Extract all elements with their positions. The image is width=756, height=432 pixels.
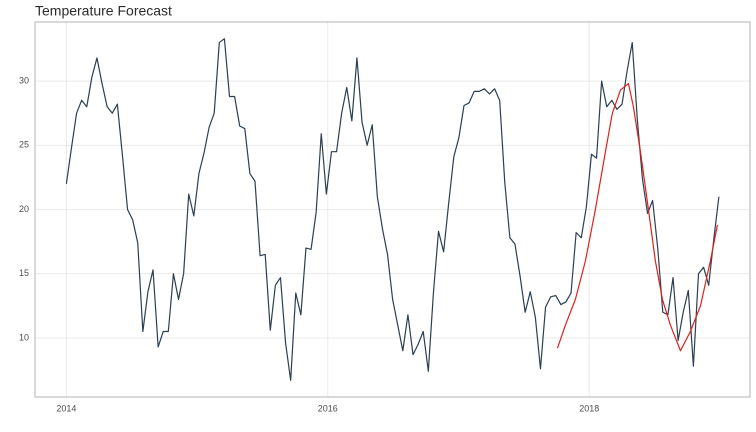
x-tick-label: 2018 <box>579 403 599 413</box>
y-tick-label: 25 <box>19 140 29 150</box>
x-tick-label: 2014 <box>56 403 76 413</box>
series-line <box>556 83 719 352</box>
y-tick-label: 15 <box>19 268 29 278</box>
chart-title: Temperature Forecast <box>35 3 172 19</box>
y-tick-label: 10 <box>19 332 29 342</box>
plot-border <box>34 21 751 398</box>
series-line <box>65 38 720 381</box>
y-tick-label: 30 <box>19 75 29 85</box>
x-tick-label: 2016 <box>318 403 338 413</box>
y-tick-label: 20 <box>19 204 29 214</box>
